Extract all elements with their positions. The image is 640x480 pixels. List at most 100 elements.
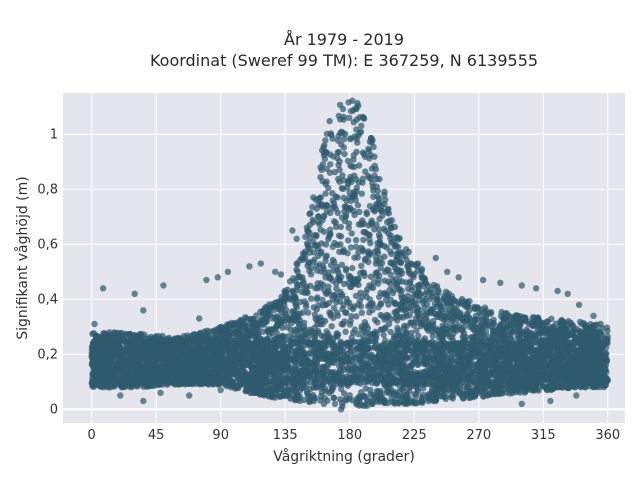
data-point <box>319 320 326 328</box>
data-point <box>414 388 422 395</box>
data-point <box>338 273 345 281</box>
data-point <box>314 294 321 301</box>
data-point <box>465 307 473 314</box>
data-point <box>404 305 412 312</box>
data-point <box>517 331 524 338</box>
data-point <box>544 318 551 325</box>
data-point <box>331 239 338 247</box>
data-point <box>418 267 425 274</box>
data-point <box>360 115 368 122</box>
data-point <box>401 322 408 330</box>
data-point <box>317 174 324 181</box>
data-point <box>385 278 392 285</box>
data-point <box>336 248 343 256</box>
data-point <box>345 272 352 279</box>
data-point <box>340 302 347 309</box>
data-point <box>330 304 338 312</box>
data-point <box>296 273 304 280</box>
data-point <box>349 97 356 104</box>
data-point <box>410 301 417 309</box>
data-point <box>253 325 260 332</box>
data-point <box>427 289 434 296</box>
data-point <box>335 161 342 169</box>
data-point <box>329 256 337 264</box>
data-point <box>315 213 322 220</box>
data-point <box>358 122 365 129</box>
data-point <box>339 185 347 192</box>
data-point <box>222 327 230 334</box>
data-point <box>358 309 366 316</box>
data-point <box>416 281 423 288</box>
data-point <box>333 309 340 316</box>
data-point <box>550 325 557 332</box>
data-point <box>137 330 145 338</box>
data-point <box>348 313 355 320</box>
data-point <box>300 256 307 263</box>
data-point <box>374 240 381 247</box>
data-point <box>307 210 314 217</box>
data-point <box>359 175 367 182</box>
data-point <box>325 283 332 290</box>
data-point <box>432 396 440 403</box>
data-point <box>302 303 310 311</box>
data-point <box>382 196 389 204</box>
data-point <box>361 328 368 335</box>
data-point <box>339 105 347 113</box>
data-point <box>603 324 611 331</box>
data-point <box>282 290 289 297</box>
data-point <box>441 386 448 393</box>
data-point <box>323 289 331 296</box>
data-point <box>371 162 378 169</box>
data-point <box>345 237 352 244</box>
data-point <box>347 162 354 169</box>
data-point <box>329 386 336 393</box>
data-point <box>355 162 363 169</box>
data-point <box>311 394 318 402</box>
data-point <box>372 260 380 267</box>
data-point <box>331 400 339 408</box>
data-point <box>326 169 334 176</box>
data-point <box>315 329 322 337</box>
data-point <box>326 151 334 158</box>
data-point <box>360 236 367 243</box>
data-point <box>337 233 345 240</box>
data-point <box>366 155 373 162</box>
data-point <box>459 327 466 334</box>
data-point <box>351 211 358 218</box>
data-point <box>598 331 605 339</box>
data-point <box>344 250 351 257</box>
data-point <box>353 313 360 320</box>
data-point <box>385 320 393 328</box>
data-point <box>402 331 409 338</box>
data-point <box>269 326 276 333</box>
data-point <box>353 105 360 113</box>
data-point <box>358 244 365 251</box>
data-point <box>286 390 294 397</box>
data-point <box>363 395 370 403</box>
data-point <box>358 262 365 269</box>
data-point <box>358 190 365 197</box>
data-point <box>376 226 383 233</box>
data-point <box>329 135 336 142</box>
data-point <box>335 175 342 183</box>
data-point <box>354 254 361 261</box>
data-point <box>384 292 391 299</box>
data-point <box>463 298 471 305</box>
data-point <box>319 161 327 168</box>
data-point <box>420 299 427 307</box>
data-point <box>252 389 259 396</box>
data-point <box>336 166 343 174</box>
data-point <box>348 230 355 237</box>
data-point <box>369 306 376 314</box>
data-point <box>349 264 356 272</box>
data-point <box>322 190 329 197</box>
data-point <box>321 394 328 402</box>
data-point <box>347 135 355 142</box>
data-point <box>361 257 369 264</box>
data-point <box>359 269 366 276</box>
data-point <box>459 317 467 325</box>
data-point <box>345 224 352 231</box>
data-point <box>382 297 390 304</box>
data-point <box>333 263 341 270</box>
